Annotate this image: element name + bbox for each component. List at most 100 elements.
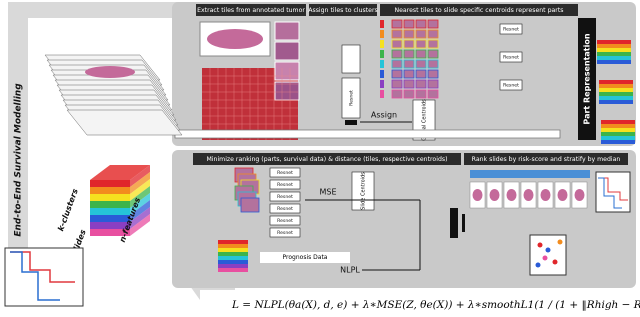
cluster-tile [403, 29, 415, 39]
prog-layer [218, 268, 248, 272]
part-layer [601, 140, 635, 144]
loss-formula: L = NLPL(θa(X), d, e) + λ∗MSE(Z, θe(X)) … [231, 299, 640, 312]
dot [535, 262, 541, 268]
resnet-box [269, 191, 301, 202]
cluster-tile [391, 89, 403, 99]
cluster-tile [427, 69, 439, 79]
resnet-label: Resnet [277, 194, 293, 200]
prog-layer [218, 240, 248, 244]
part-layer [601, 128, 635, 132]
cluster-tile [391, 29, 403, 39]
prognosis-label: Prognosis Data [283, 254, 328, 261]
tissue [207, 29, 263, 49]
input-box [341, 44, 361, 74]
tile [274, 41, 300, 61]
resnet-box [499, 79, 523, 91]
cluster-tile [380, 50, 384, 58]
global-centroids-label: Global Centroids [422, 99, 428, 141]
feature-cube [90, 165, 150, 236]
slide-layer [66, 109, 183, 136]
cluster-tiles [380, 19, 439, 99]
risk-bar [462, 214, 465, 232]
prog-layer [218, 248, 248, 252]
prog-layer [218, 244, 248, 248]
cluster-tile [403, 89, 415, 99]
cluster-tile [391, 69, 403, 79]
cluster-tile [391, 59, 403, 69]
km-curve [10, 251, 75, 283]
step-header [196, 4, 306, 16]
km-curve [10, 251, 60, 301]
tissue [557, 189, 568, 201]
nlpl-label: NLPL [340, 266, 360, 275]
input-tile [240, 197, 260, 213]
part-layer [597, 40, 631, 44]
slide-stack [44, 54, 183, 136]
cluster-tile [415, 19, 427, 29]
part-representation-label: Part Representation [583, 33, 592, 124]
resnet-box [269, 167, 301, 178]
resnet-label: Resnet [503, 55, 519, 61]
resnet-stack: Resnet Resnet Resnet Resnet Resnet Resnet [234, 167, 301, 238]
cluster-tile [427, 89, 439, 99]
part-stacks [597, 40, 635, 144]
resnet-box [499, 51, 523, 63]
cluster-tile [380, 40, 384, 48]
part-layer [599, 80, 633, 84]
part-layer [597, 44, 631, 48]
cluster-tile [403, 59, 415, 69]
cube-side [130, 172, 150, 194]
part-layer [601, 136, 635, 140]
tissue [489, 189, 500, 201]
cluster-tile [427, 59, 439, 69]
resnet-label: Resnet [277, 218, 293, 224]
resnet-box [341, 77, 361, 119]
risk-bar [450, 208, 458, 238]
dot [542, 255, 548, 261]
part-layer [601, 120, 635, 124]
cluster-tile [415, 79, 427, 89]
cube-face [90, 187, 130, 194]
cube-side [130, 186, 150, 208]
part-layer [599, 96, 633, 100]
cube-side [130, 214, 150, 236]
cluster-tile [427, 19, 439, 29]
dot [545, 247, 551, 253]
step-header [464, 153, 628, 165]
resnet-label: Resnet [503, 83, 519, 89]
cluster-tile [380, 20, 384, 28]
cube-face [90, 208, 130, 215]
km-plot [4, 247, 84, 307]
step-header-text: Minimize ranking (parts, survival data) … [206, 156, 447, 163]
cube-side [130, 200, 150, 222]
step-header-text: Rank slides by risk-score and stratify b… [472, 156, 621, 163]
resnet-label: Resnet [277, 230, 293, 236]
step-header [193, 153, 461, 165]
cluster-tile [415, 69, 427, 79]
cluster-tile [380, 80, 384, 88]
dot [552, 259, 558, 265]
part-layer [599, 88, 633, 92]
part-layer [601, 132, 635, 136]
cube-side [130, 207, 150, 229]
cluster-tile [403, 19, 415, 29]
rank-strip [470, 170, 590, 178]
cluster-tile [380, 60, 384, 68]
tissue [85, 66, 135, 78]
cluster-tile [415, 39, 427, 49]
assign-label: Assign [371, 111, 397, 120]
step-header-text: Nearest tiles to slide specific centroid… [394, 7, 563, 14]
part-layer [601, 124, 635, 128]
prog-layer [218, 252, 248, 256]
resnet-label: Resnet [503, 27, 519, 33]
step-header [309, 4, 377, 16]
resnet-label: Resnet [277, 170, 293, 176]
ranked-slides [469, 181, 588, 209]
cube-face [90, 180, 130, 187]
cluster-tile [391, 49, 403, 59]
cluster-tile [391, 79, 403, 89]
resnet-box [269, 215, 301, 226]
resnet-box [269, 203, 301, 214]
cube-top [90, 165, 150, 180]
cluster-tile [415, 59, 427, 69]
